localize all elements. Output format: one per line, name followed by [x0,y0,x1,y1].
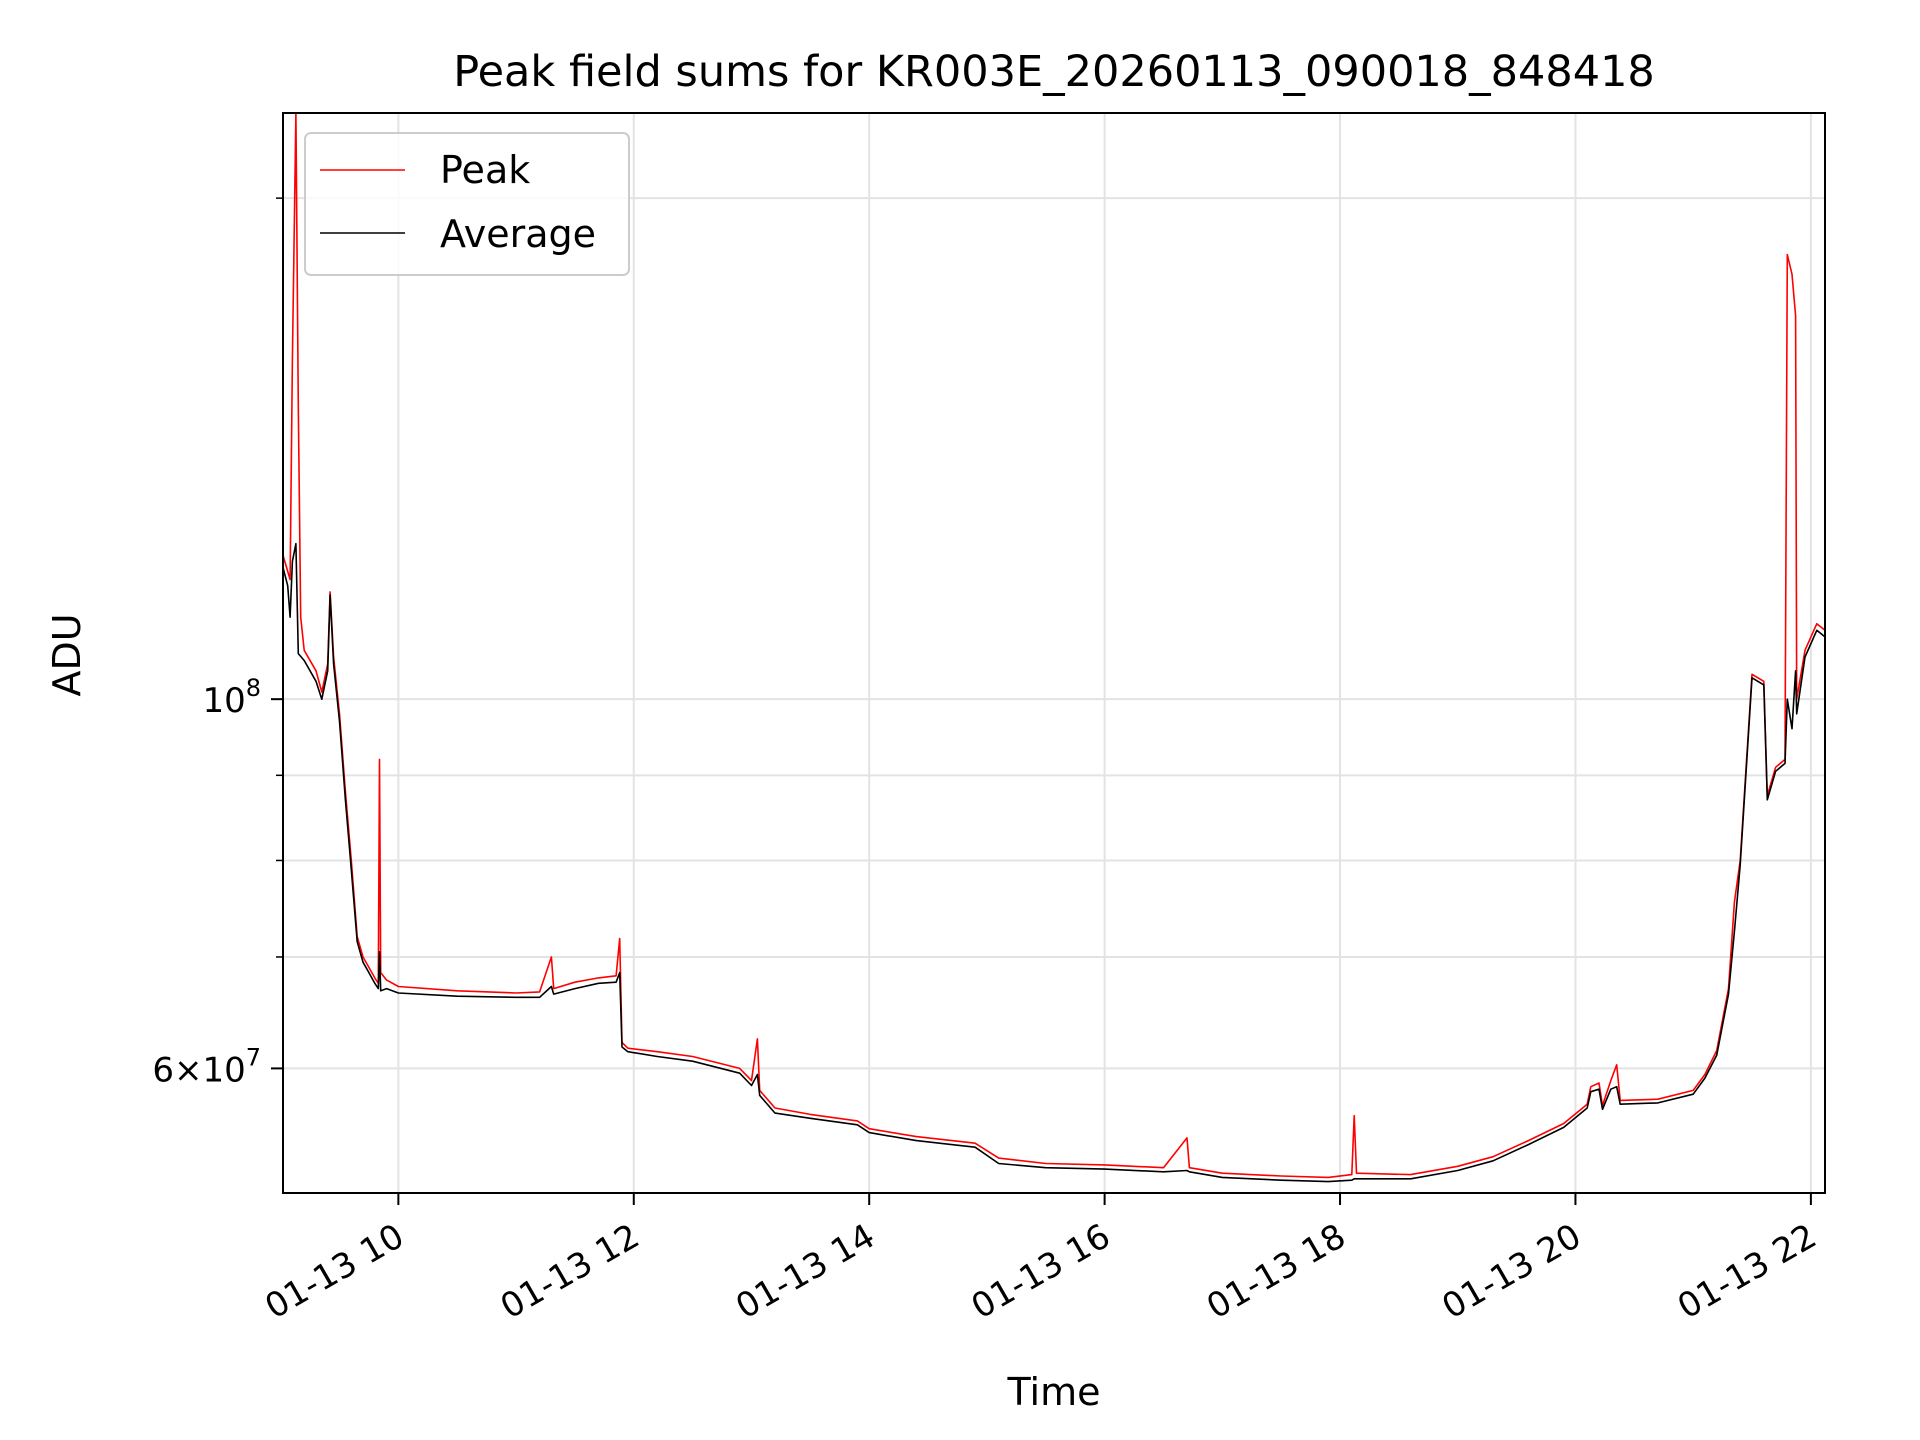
y-tick-label: 108 [202,674,261,721]
chart-title: Peak field sums for KR003E_20260113_0900… [453,47,1655,97]
y-axis-label: ADU [45,613,89,696]
series-line-average [283,542,1825,1183]
legend-label-average: Average [440,212,596,256]
legend-frame [304,132,630,276]
y-tick-label-exponent: 8 [246,674,261,702]
x-axis-label: Time [1007,1370,1101,1414]
y-tick-label: 6×107 [152,1043,261,1090]
legend: Peak Average [304,132,630,276]
plot-frame [282,112,1826,1194]
series [283,113,1825,1183]
y-tick-label-base: 10 [202,681,245,721]
y-tick-label-exponent: 7 [246,1043,261,1071]
y-tick-label-base: 6×10 [152,1050,245,1090]
legend-label-peak: Peak [440,148,530,192]
